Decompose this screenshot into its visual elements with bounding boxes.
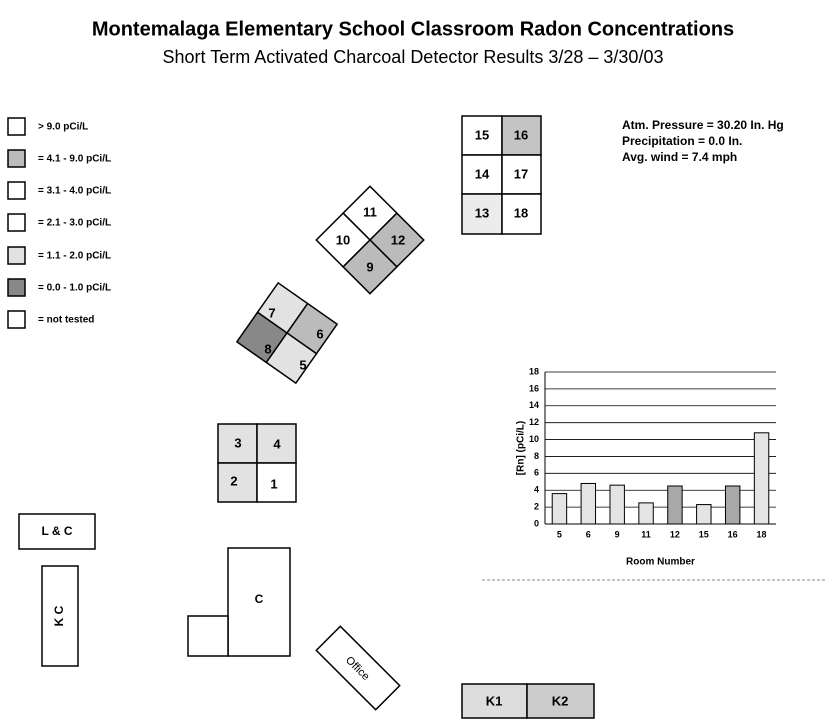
- bar: [609, 484, 625, 525]
- room-label: 14: [475, 166, 490, 181]
- legend-label: = 2.1 - 3.0 pCi/L: [38, 218, 111, 229]
- bar: [638, 502, 654, 525]
- x-tick-label: 11: [641, 529, 651, 539]
- legend-swatch: [7, 246, 26, 265]
- bar: [753, 432, 770, 525]
- x-tick-label: 5: [557, 529, 562, 539]
- legend-swatch: [7, 213, 26, 232]
- room-label: 12: [391, 232, 405, 247]
- room-label: 8: [264, 341, 271, 356]
- y-tick-label: 8: [534, 451, 539, 461]
- chart: 0 2 4 6 8 10 12 14 16 18 [Rn] (pCi/L) Room Number 5 6…: [516, 366, 776, 568]
- room-label: 18: [514, 205, 528, 220]
- room-label: 17: [514, 166, 528, 181]
- y-tick-label: 12: [529, 417, 539, 427]
- y-tick-label: 14: [529, 400, 539, 410]
- room-label: 5: [299, 357, 306, 372]
- bar: [724, 485, 741, 525]
- building: [41, 565, 79, 667]
- x-tick-label: 9: [615, 529, 620, 539]
- room: [256, 423, 297, 464]
- room-label: K2: [552, 693, 569, 708]
- room-label: 7: [268, 305, 275, 320]
- note: Atm. Pressure = 30.20 In. Hg: [622, 118, 784, 132]
- room: [217, 462, 258, 503]
- bar: [551, 493, 568, 525]
- y-tick-label: 18: [529, 366, 539, 376]
- notes: Atm. Pressure = 30.20 In. Hg Precipitati…: [622, 118, 784, 164]
- x-axis-label: Room Number: [626, 557, 695, 568]
- room-label: K1: [486, 693, 503, 708]
- y-tick-label: 10: [529, 434, 539, 444]
- room-label: K C: [52, 605, 66, 626]
- room-label: 3: [234, 435, 241, 450]
- legend-label: = 0.0 - 1.0 pCi/L: [38, 283, 111, 294]
- room-label: 10: [336, 232, 350, 247]
- building: [315, 625, 401, 711]
- room-label: 15: [475, 127, 489, 142]
- y-tick-label: 6: [534, 468, 539, 478]
- room: [461, 683, 528, 719]
- room: [256, 462, 297, 503]
- room-label: 1: [270, 476, 277, 491]
- bar: [580, 482, 597, 525]
- y-tick-label: 0: [534, 518, 539, 528]
- x-tick-label: 15: [699, 529, 709, 539]
- x-tick-label: 6: [586, 529, 591, 539]
- x-tick-label: 18: [757, 529, 767, 539]
- legend-swatch: [7, 181, 26, 200]
- y-tick-label: 2: [534, 501, 539, 511]
- legend-label: = 3.1 - 4.0 pCi/L: [38, 186, 111, 197]
- legend-swatch: [7, 117, 26, 136]
- room: [526, 683, 595, 719]
- x-tick-label: 16: [728, 529, 738, 539]
- room-label: C: [255, 592, 264, 606]
- y-axis-label: [Rn] (pCi/L): [516, 421, 527, 475]
- room-label: 6: [316, 326, 323, 341]
- room: [265, 331, 318, 385]
- room-label: 13: [475, 205, 489, 220]
- legend-swatch: [7, 278, 26, 297]
- note: Precipitation = 0.0 In.: [622, 134, 742, 148]
- bar: [696, 504, 712, 525]
- legend-swatch: [7, 310, 26, 329]
- room: [501, 193, 542, 235]
- building: [227, 547, 291, 657]
- building: [187, 615, 229, 657]
- rooms: 15 16 14 17 13 18 11 10 12 9 7 6 8 5: [18, 115, 595, 719]
- y-tick-label: 4: [534, 485, 539, 495]
- legend-label: = 4.1 - 9.0 pCi/L: [38, 154, 111, 165]
- building: [18, 513, 96, 550]
- y-tick-label: 16: [529, 383, 539, 393]
- room-label: 4: [273, 436, 281, 451]
- room-label: 16: [514, 127, 528, 142]
- legend: > 9.0 pCi/L = 4.1 - 9.0 pCi/L = 3.1 - 4.…: [7, 117, 111, 329]
- title: Montemalaga Elementary School Classroom …: [92, 18, 734, 40]
- x-tick-label: 12: [670, 529, 680, 539]
- legend-label: > 9.0 pCi/L: [38, 122, 88, 133]
- room: [461, 193, 503, 235]
- room: [342, 238, 398, 295]
- room: [501, 154, 542, 195]
- room-label: 11: [363, 204, 377, 219]
- room-label: L & C: [41, 524, 72, 538]
- bar: [667, 485, 683, 525]
- subtitle: Short Term Activated Charcoal Detector R…: [163, 47, 664, 67]
- legend-label: = 1.1 - 2.0 pCi/L: [38, 251, 111, 262]
- legend-swatch: [7, 149, 26, 168]
- note: Avg. wind = 7.4 mph: [622, 150, 737, 164]
- room-label: 2: [230, 473, 237, 488]
- room-label: 9: [366, 259, 373, 274]
- legend-label: = not tested: [38, 315, 94, 326]
